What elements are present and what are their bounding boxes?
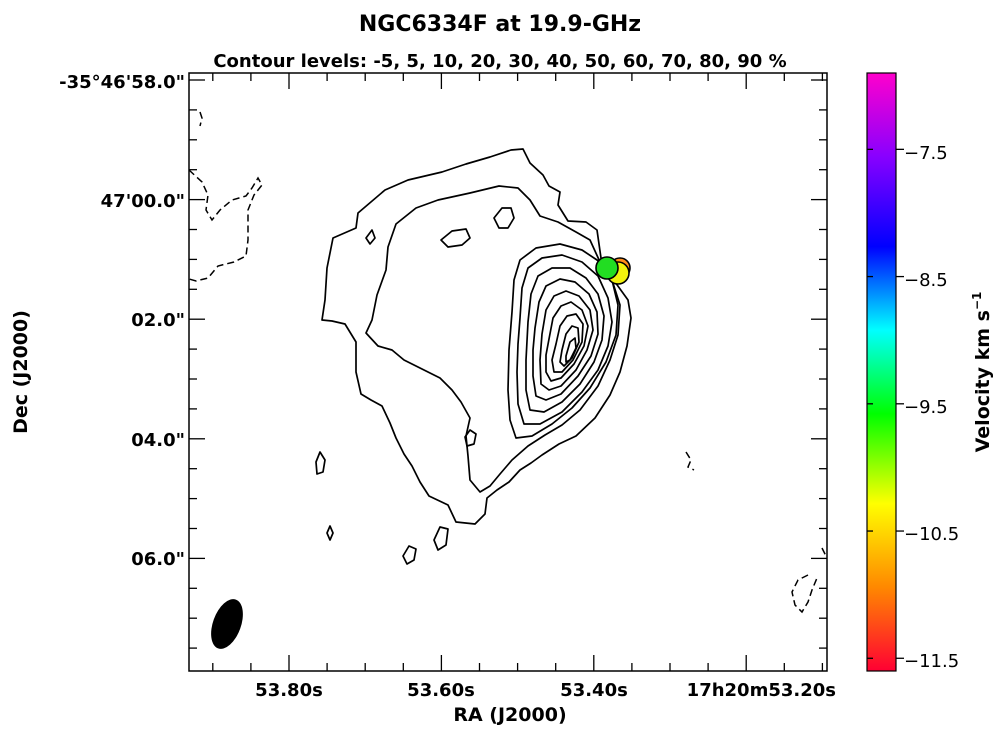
- contour-line: [516, 254, 613, 425]
- beam-ellipse: [211, 599, 243, 649]
- contour-line: [565, 337, 577, 363]
- colorbar-tick-label: −10.5: [904, 524, 959, 545]
- contour-line: [326, 525, 334, 541]
- contour-line: [464, 429, 477, 447]
- contour-line: [433, 526, 449, 551]
- maser-spot: [595, 256, 619, 280]
- contour-line: [539, 290, 594, 391]
- y-tick-label: 04.0": [131, 430, 185, 451]
- y-tick-label: 47'00.0": [101, 191, 185, 212]
- colorbar-label-group: Velocity km s−1: [970, 292, 994, 453]
- y-tick-label: -35°46'58.0": [59, 72, 185, 93]
- contour-line: [365, 229, 376, 245]
- negative-contour-group: [188, 111, 827, 614]
- negative-contour-line: [791, 574, 818, 614]
- chart-title: NGC6334F at 19.9-GHz: [359, 12, 641, 37]
- x-tick-label: 53.80s: [255, 680, 323, 701]
- contour-group: [315, 148, 632, 565]
- contour-line: [321, 148, 632, 525]
- colorbar-label-superscript: −1: [970, 292, 984, 310]
- contour-line: [532, 278, 599, 401]
- contour-line: [525, 267, 605, 413]
- chart-subtitle: Contour levels: -5, 5, 10, 20, 30, 40, 5…: [213, 51, 786, 72]
- negative-contour-line: [821, 547, 827, 557]
- contour-line: [402, 545, 417, 565]
- colorbar-label-text: Velocity km s: [972, 310, 994, 452]
- negative-contour-line: [199, 111, 203, 127]
- contour-line: [507, 243, 619, 439]
- axis-ticks: [189, 73, 827, 671]
- contour-line: [315, 451, 326, 475]
- contour-line: [551, 313, 584, 373]
- x-tick-label: 53.60s: [407, 680, 475, 701]
- colorbar-tick-label: −8.5: [904, 270, 948, 291]
- negative-contour-line: [188, 169, 263, 282]
- colorbar-tick-label: −11.5: [904, 651, 959, 672]
- y-axis-label: Dec (J2000): [10, 310, 32, 434]
- maser-spots: [595, 256, 631, 285]
- colorbar-ticks: [867, 148, 904, 659]
- y-tick-label: 02.0": [131, 310, 185, 331]
- contour-line: [493, 207, 515, 229]
- colorbar: [866, 72, 897, 672]
- contour-line: [440, 228, 471, 248]
- contour-line: [545, 301, 589, 382]
- contour-line: [365, 185, 621, 493]
- negative-contour-line: [685, 451, 695, 471]
- x-tick-label: 53.40s: [560, 680, 628, 701]
- x-axis-label: RA (J2000): [453, 704, 566, 726]
- x-tick-label: 17h20m53.20s: [687, 680, 836, 701]
- contour-line: [559, 325, 580, 367]
- y-tick-label: 06.0": [131, 549, 185, 570]
- colorbar-label: Velocity km s−1: [970, 292, 994, 453]
- colorbar-tick-label: −9.5: [904, 397, 948, 418]
- plot-frame: [188, 72, 828, 672]
- colorbar-tick-label: −7.5: [904, 143, 948, 164]
